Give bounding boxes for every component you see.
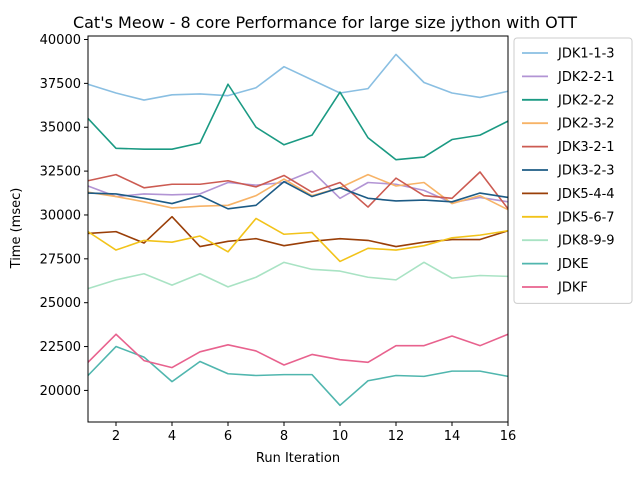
y-tick-label: 32500 (40, 165, 81, 180)
y-tick-label: 20000 (40, 384, 81, 399)
series-line-jdk3-2-1 (87, 171, 509, 210)
y-tick-label: 30000 (40, 208, 81, 223)
legend-label-jdk3-2-1: JDK3-2-1 (557, 140, 615, 155)
x-tick-label: 6 (224, 429, 232, 444)
legend-label-jdk1-1-3: JDK1-1-3 (557, 47, 615, 62)
x-tick-label: 16 (500, 429, 517, 444)
series-line-jdk2-3-2 (87, 173, 509, 211)
y-axis-label: Time (msec) (9, 188, 24, 270)
series-line-jdk8-9-9 (87, 261, 509, 290)
x-tick-label: 8 (280, 429, 288, 444)
x-axis-label: Run Iteration (256, 451, 340, 466)
series-line-jdke (87, 345, 509, 407)
legend-label-jdkf: JDKF (557, 281, 588, 296)
legend: JDK1-1-3 JDK2-2-1 JDK2-2-2 JDK2-3-2 JDK3-2-1… (513, 37, 633, 304)
legend-box (513, 37, 633, 304)
y-tick-label: 22500 (40, 340, 81, 355)
y-tick-label: 37500 (40, 77, 81, 92)
series-line-jdkf (87, 333, 509, 369)
legend-label-jdk2-3-2: JDK2-3-2 (557, 117, 615, 132)
legend-label-jdk8-9-9: JDK8-9-9 (557, 234, 615, 249)
legend-label-jdke: JDKE (557, 257, 589, 272)
x-tick-label: 4 (168, 429, 176, 444)
y-tick-label: 40000 (40, 33, 81, 48)
series-line-jdk5-4-4 (87, 215, 509, 248)
y-tick-label: 25000 (40, 296, 81, 311)
legend-label-jdk2-2-2: JDK2-2-2 (557, 93, 615, 108)
x-tick-label: 2 (112, 429, 120, 444)
x-tick-label: 14 (444, 429, 461, 444)
x-tick-label: 12 (388, 429, 405, 444)
y-tick-label: 35000 (40, 121, 81, 136)
series-line-jdk3-2-3 (87, 180, 509, 210)
legend-label-jdk2-2-1: JDK2-2-1 (557, 70, 615, 85)
chart-title: Cat's Meow - 8 core Performance for larg… (73, 13, 577, 32)
series-line-jdk2-2-2 (87, 83, 509, 161)
series-line-jdk1-1-3 (87, 53, 509, 101)
plot-area: 2 4 6 8 10 12 14 16 20000 22500 25000 27500 30000 325… (40, 33, 517, 444)
legend-label-jdk5-6-7: JDK5-6-7 (557, 210, 615, 225)
legend-label-jdk5-4-4: JDK5-4-4 (557, 187, 615, 202)
y-tick-label: 27500 (40, 252, 81, 267)
x-tick-label: 10 (332, 429, 349, 444)
plot-frame (87, 35, 509, 423)
series-line-jdk5-6-7 (87, 217, 509, 263)
legend-label-jdk3-2-3: JDK3-2-3 (557, 164, 615, 179)
